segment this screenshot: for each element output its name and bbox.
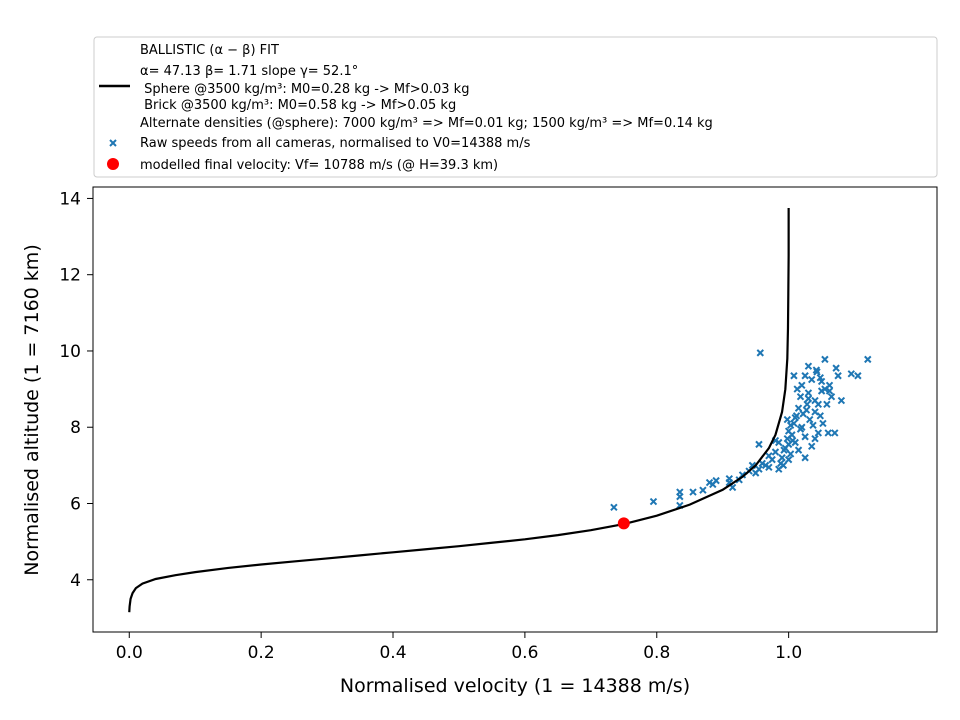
raw-speed-point — [803, 400, 811, 409]
x-axis: 0.0 0.2 0.4 0.6 0.8 1.0 — [116, 632, 802, 663]
raw-speed-point — [676, 488, 684, 496]
raw-speed-point — [806, 415, 814, 424]
raw-speed-point — [816, 373, 824, 382]
raw-speed-point — [801, 454, 809, 462]
raw-speed-point — [712, 476, 720, 485]
raw-speed-point — [791, 413, 799, 422]
y-axis: 4 6 8 10 12 14 — [59, 189, 93, 591]
y-tick-label: 8 — [70, 418, 81, 438]
raw-speed-point — [808, 442, 816, 451]
legend-fit-line-4: Alternate densities (@sphere): 7000 kg/m… — [140, 116, 713, 131]
raw-speed-point — [847, 370, 855, 378]
raw-speed-point — [804, 394, 813, 403]
x-tick-label: 0.6 — [511, 643, 538, 663]
raw-speed-point — [768, 455, 776, 464]
raw-speed-point — [725, 475, 734, 483]
raw-speed-point — [824, 429, 832, 437]
legend-raw-label: Raw speeds from all cameras, normalised … — [140, 136, 531, 151]
raw-speed-point — [783, 415, 792, 424]
raw-speed-point — [649, 497, 658, 506]
raw-speed-point — [814, 429, 823, 437]
raw-speed-point — [864, 355, 872, 364]
raw-speed-point — [786, 450, 795, 458]
y-axis-label: Normalised altitude (1 = 7160 km) — [21, 244, 43, 575]
raw-speed-point — [832, 364, 840, 372]
raw-speed-point — [831, 429, 839, 437]
raw-speed-point — [804, 389, 813, 397]
legend-final-label: modelled final velocity: Vf= 10788 m/s (… — [140, 158, 498, 173]
raw-speed-point — [775, 438, 783, 447]
x-axis-label: Normalised velocity (1 = 14388 m/s) — [340, 675, 690, 697]
raw-speed-point — [827, 393, 836, 401]
raw-speed-point — [796, 425, 805, 433]
raw-speed-point — [794, 446, 803, 454]
raw-speed-point — [794, 404, 803, 412]
raw-speed-point — [821, 355, 829, 364]
raw-speed-point — [756, 349, 764, 357]
raw-speed-point — [784, 455, 793, 464]
raw-speed-point — [793, 385, 801, 393]
plot-frame — [92, 186, 938, 633]
legend-raw-marker — [109, 139, 117, 147]
raw-speed-point — [801, 433, 809, 441]
raw-speed-point — [801, 372, 809, 380]
raw-speed-point — [755, 440, 763, 449]
raw-speed-point — [788, 431, 796, 439]
x-tick-label: 0.2 — [248, 643, 275, 663]
raw-speed-point — [802, 406, 811, 414]
raw-speed-point — [779, 461, 788, 470]
raw-speed-point — [765, 463, 773, 471]
x-tick-label: 0.0 — [116, 643, 143, 663]
raw-speed-point — [834, 372, 842, 380]
legend-fit-line-3: Brick @3500 kg/m³: M0=0.58 kg -> Mf>0.05… — [140, 98, 456, 113]
raw-speed-point — [788, 436, 797, 445]
plot-content — [128, 207, 872, 613]
y-tick-label: 12 — [59, 266, 81, 286]
final-velocity-point — [617, 517, 630, 530]
y-tick-label: 10 — [59, 342, 81, 362]
legend-fit-line-1: α= 47.13 β= 1.71 slope γ= 52.1° — [140, 64, 358, 79]
raw-speed-point — [755, 465, 763, 473]
raw-speed-point — [786, 421, 795, 430]
raw-speed-point — [825, 387, 834, 395]
raw-speed-point — [813, 368, 821, 376]
legend-fit-line-2: Sphere @3500 kg/m³: M0=0.28 kg -> Mf>0.0… — [140, 82, 469, 97]
raw-speed-point — [796, 393, 805, 401]
raw-speed-point — [823, 400, 831, 409]
raw-speed-point — [809, 421, 817, 430]
raw-speed-point — [854, 372, 862, 380]
raw-speed-point — [808, 375, 816, 384]
x-tick-label: 0.4 — [379, 643, 406, 663]
y-tick-label: 6 — [70, 494, 81, 514]
raw-speed-point — [780, 446, 788, 454]
raw-speed-point — [811, 408, 819, 416]
raw-speed-point — [689, 488, 697, 496]
ballistic-fit-curve — [128, 207, 790, 613]
raw-speed-point — [699, 486, 707, 494]
y-tick-label: 4 — [70, 571, 81, 591]
x-tick-label: 1.0 — [775, 643, 802, 663]
raw-speed-point — [790, 372, 798, 380]
y-tick-label: 14 — [59, 189, 81, 209]
raw-speed-point — [811, 434, 819, 443]
raw-speed-point — [804, 362, 813, 370]
legend-fit-line-0: BALLISTIC (α − β) FIT — [140, 43, 279, 58]
raw-speed-point — [771, 448, 780, 456]
raw-speed-point — [814, 400, 823, 409]
raw-speed-point — [816, 412, 824, 420]
legend-frame — [93, 36, 938, 178]
raw-speed-point — [610, 503, 618, 512]
raw-speed-point — [778, 454, 786, 462]
legend-final-marker — [107, 158, 119, 170]
raw-speed-point — [837, 396, 846, 405]
x-tick-label: 0.8 — [643, 643, 670, 663]
raw-speed-point — [825, 381, 834, 389]
legend: BALLISTIC (α − β) FIT α= 47.13 β= 1.71 s… — [93, 36, 938, 178]
raw-speed-point — [819, 419, 827, 428]
